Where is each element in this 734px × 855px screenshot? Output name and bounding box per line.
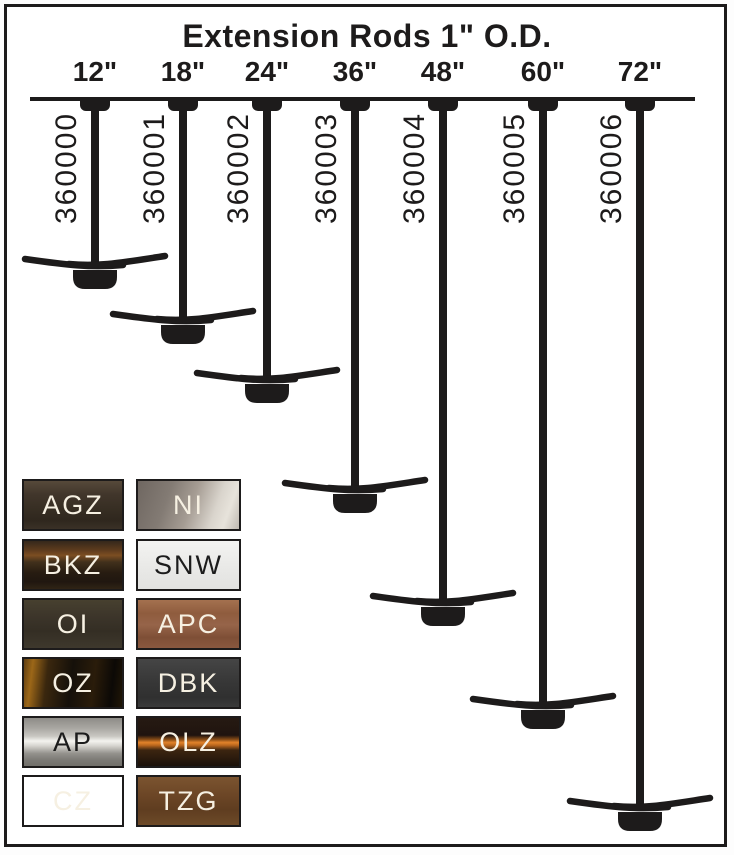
finish-swatch-agz: AGZ (22, 479, 124, 531)
finish-swatch-oz: OZ (22, 657, 124, 709)
finish-swatch-label: OI (56, 608, 90, 639)
finish-swatch-snw: SNW (136, 539, 241, 591)
finish-swatch-olz: OLZ (136, 716, 241, 768)
finish-swatch-cz: CZ (22, 775, 124, 827)
finish-swatch-label: SNW (154, 549, 223, 580)
finish-swatch-oi: OI (22, 598, 124, 650)
finish-swatch-ap: AP (22, 716, 124, 768)
finish-swatch-tzg: TZG (136, 775, 241, 827)
finish-swatch-label: AP (52, 726, 94, 757)
finish-swatch-label: OZ (52, 667, 94, 698)
finish-swatch-label: DBK (157, 667, 220, 698)
finish-swatch-bkz: BKZ (22, 539, 124, 591)
finish-swatch-label: AGZ (42, 489, 104, 520)
finish-swatch-label: APC (157, 608, 220, 639)
finish-swatch-label: TZG (158, 785, 219, 816)
finish-swatch-apc: APC (136, 598, 241, 650)
ceiling-line (30, 97, 695, 101)
diagram-title: Extension Rods 1" O.D. (182, 18, 552, 54)
finish-swatch-dbk: DBK (136, 657, 241, 709)
finish-swatch-label: BKZ (43, 549, 103, 580)
finish-swatch-label: NI (173, 489, 204, 520)
finish-swatch-label: CZ (53, 785, 93, 816)
finish-swatch-label: OLZ (159, 726, 218, 757)
finish-swatch-ni: NI (136, 479, 241, 531)
